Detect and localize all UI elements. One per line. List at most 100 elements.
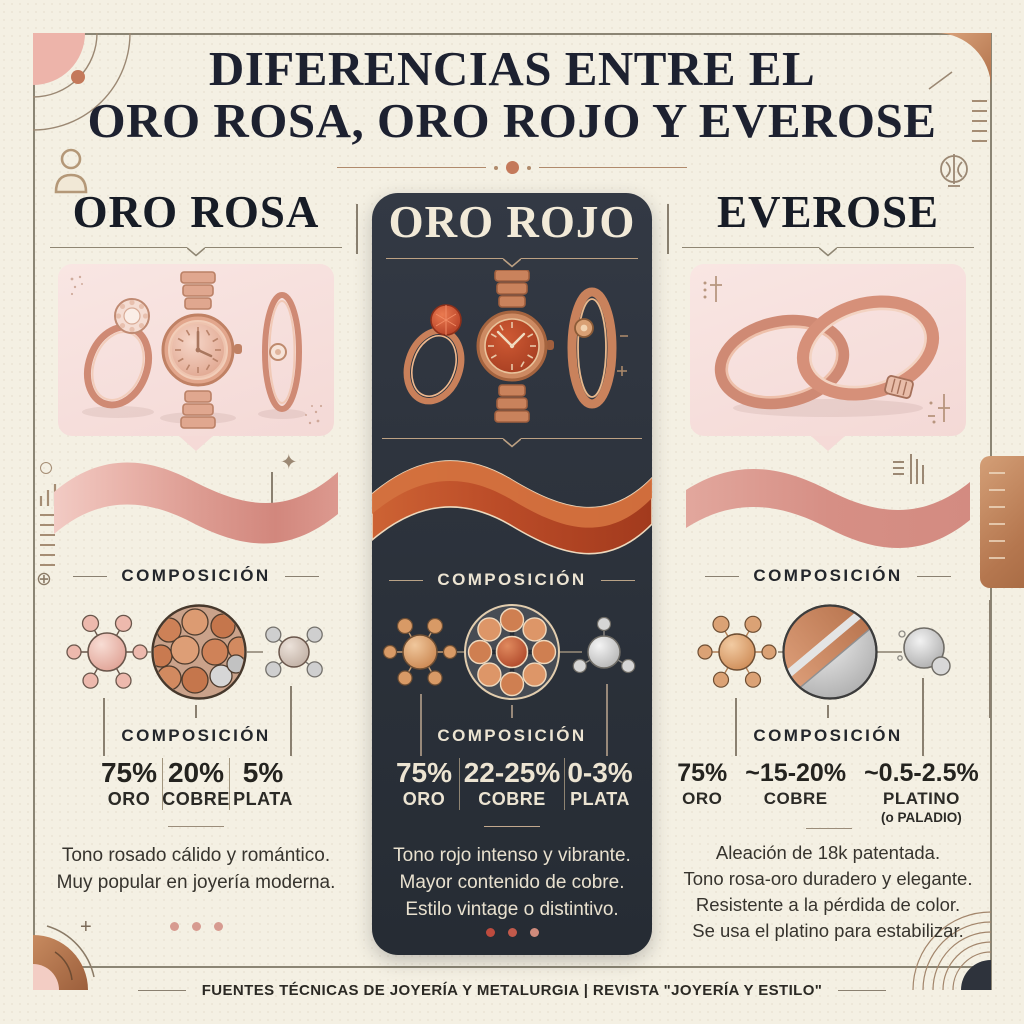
stat-oro: 75% ORO [677,758,727,825]
jewelry-panel-oro-rosa [58,264,334,451]
stat-plata: 0-3% PLATA [565,758,635,810]
ornament-circle [505,161,519,174]
frame-bottom [33,966,991,968]
stats-divider [806,828,852,829]
stat-label: COBRE [162,789,230,809]
ruler-ticks [989,472,1005,574]
footer-dash [137,990,186,991]
page-title-line2: ORO ROSA, ORO ROJO Y EVEROSE [87,93,937,148]
stat-value: 75% [100,757,158,788]
speckle-decoration [70,275,83,296]
connector-line [827,705,829,718]
panel-tail [811,436,845,451]
sparkle-icon: ✦ [280,451,298,474]
ribbon-oro-rosa [54,462,338,544]
column-oro-rosa: ORO ROSA [46,0,346,1024]
connector-line [511,705,513,718]
stat-label: ORO [402,789,446,809]
stat-cobre: 20% COBRE [162,757,230,810]
column-oro-rojo: ORO ROJO [372,0,652,1024]
description-line: Estilo vintage o distintivo. [405,899,619,920]
stat-label: COBRE [763,789,828,808]
stat-oro: 75% ORO [389,758,460,810]
ribbon-oro-rojo [372,460,652,555]
composition-stats: 75% ORO 22-25% COBRE 0-3% PLATA [389,758,635,810]
dash-decoration-left [40,514,55,566]
stat-value: 75% [395,757,453,788]
stats-divider [484,826,540,827]
description-oro-rosa: Tono rosado cálido y romántico. Muy popu… [32,842,360,896]
composition-stats: 75% ORO ~15-20% COBRE ~0.5-2.5% PLATINO … [666,758,990,825]
frame-top [33,33,991,35]
stat-value: 22-25% [463,757,561,788]
ornament-dot [526,165,531,170]
corner-ornament-top-left [33,33,131,131]
stat-label: ORO [107,789,151,809]
dots-decoration [372,928,652,937]
description-line: Aleación de 18k patentada. [715,842,941,863]
ornament-line [538,167,687,168]
tick-decoration [928,394,950,424]
panel-tail [179,436,213,451]
molecule-diagram-oro-rosa [66,604,323,700]
corner-ornament-bottom-left [33,925,95,990]
corner-ornament-top-right [928,33,991,90]
composition-subheading-row: COMPOSICIÓN [678,726,978,746]
dots-decoration [46,922,346,931]
molecule-diagram-oro-rojo [382,604,636,700]
right-margin-line [989,600,991,718]
stat-oro: 75% ORO [96,758,163,810]
molecule-diagram-everose [697,600,951,700]
stat-value: 75% [677,759,728,787]
stat-label: COBRE [478,789,546,809]
chevron-down-icon [503,438,521,448]
jewelry-divider-rule [382,438,642,448]
page-title-line1: DIFERENCIAS ENTRE EL [208,41,816,96]
description-line: Resistente a la pérdida de color. [695,894,961,915]
connector-line [922,678,924,756]
composition-stats: 75% ORO 20% COBRE 5% PLATA [96,758,296,810]
stat-label: PLATA [233,789,293,809]
stat-plata: 5% PLATA [230,758,296,810]
stats-divider [168,826,224,827]
plus-ornament: + [80,916,92,938]
stat-value: 5% [242,757,284,788]
composition-subheading-row: COMPOSICIÓN [46,726,346,746]
column-title-oro-rosa: ORO ROSA [72,187,320,237]
description-line: Muy popular en joyería moderna. [56,872,336,893]
chevron-down-icon [819,247,837,257]
stat-label: ORO [682,789,723,808]
ornament-line [337,167,486,168]
circle-decoration-left [40,462,52,474]
stat-value: 20% [167,757,225,788]
composition-subheading-row: COMPOSICIÓN [372,726,652,746]
column-separator [356,204,358,254]
stat-label: PLATA [570,789,630,809]
speckle-decoration [305,404,323,425]
column-title-everose: EVEROSE [716,187,940,237]
copper-ruler-decoration [980,456,1024,588]
stat-platino: ~0.5-2.5% PLATINO (o PALADIO) [864,758,979,825]
stat-sublabel: (o PALADIO) [881,810,962,825]
composition-heading-row: COMPOSICIÓN [372,570,652,590]
description-everose: Aleación de 18k patentada. Tono rosa-oro… [652,840,1004,944]
composition-heading: COMPOSICIÓN [753,566,903,585]
stat-cobre: ~15-20% COBRE [745,758,846,825]
connector-line [735,698,737,756]
connector-line [290,686,292,756]
stat-value: ~0.5-2.5% [864,759,979,787]
jewelry-panel-everose [690,264,966,451]
connector-line [606,684,608,756]
header-divider-ornament [337,161,687,174]
chart-bars-icon-everose [893,454,924,484]
composition-heading: COMPOSICIÓN [121,566,271,585]
chevron-down-icon [503,258,521,268]
title-rule [386,258,638,268]
footer-source-text: FUENTES TÉCNICAS DE JOYERÍA Y METALURGIA… [201,982,823,999]
composition-subheading: COMPOSICIÓN [753,726,903,745]
composition-subheading: COMPOSICIÓN [121,726,271,745]
footer-dash [838,990,887,991]
description-oro-rojo: Tono rojo intenso y vibrante. Mayor cont… [378,842,646,923]
ornate-emblem-icon [940,154,968,187]
description-line: Tono rosa-oro duradero y elegante. [683,868,973,889]
